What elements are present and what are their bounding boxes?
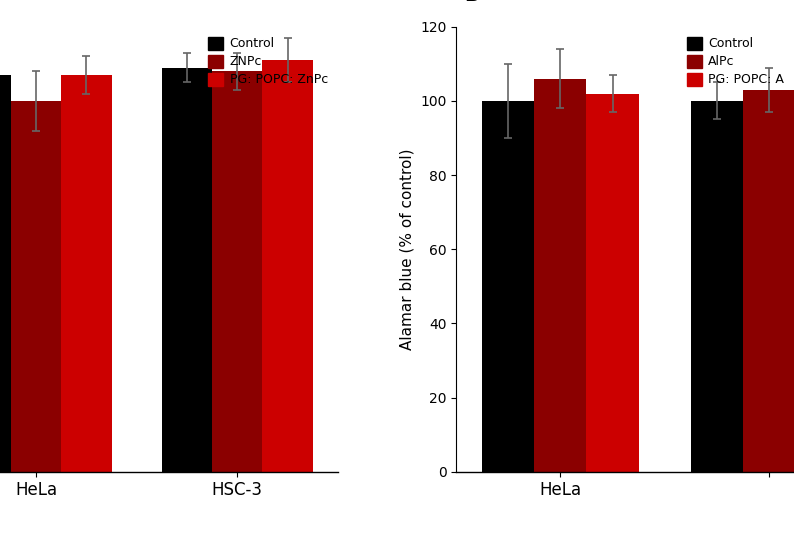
Legend: Control, AlPc, PG: POPC: A: Control, AlPc, PG: POPC: A xyxy=(683,33,788,90)
Legend: Control, ZNPc, PG: POPC: ZnPc: Control, ZNPc, PG: POPC: ZnPc xyxy=(205,33,332,90)
Bar xyxy=(11,101,61,472)
Bar xyxy=(263,60,313,472)
Bar xyxy=(61,75,112,472)
Bar xyxy=(587,94,638,472)
Y-axis label: Alamar blue (% of control): Alamar blue (% of control) xyxy=(399,148,414,350)
Text: B: B xyxy=(464,0,480,5)
Bar xyxy=(212,71,263,472)
Bar xyxy=(534,79,587,472)
Bar xyxy=(743,90,794,472)
Bar xyxy=(0,75,11,472)
Bar xyxy=(691,101,743,472)
Bar xyxy=(482,101,534,472)
Bar xyxy=(162,68,212,472)
